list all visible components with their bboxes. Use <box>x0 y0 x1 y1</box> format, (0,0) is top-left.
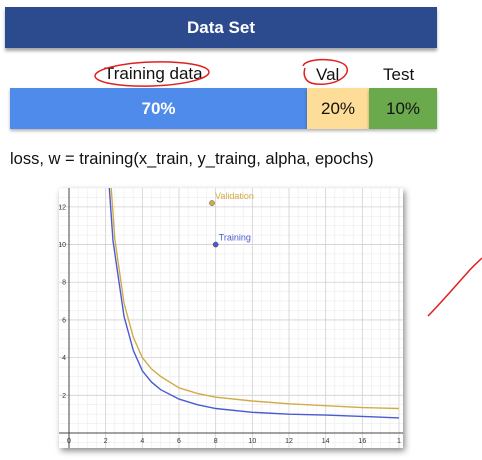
x-tick-label: 8 <box>214 438 218 445</box>
validation-segment: 20% <box>307 88 369 129</box>
x-tick-label: 4 <box>140 438 144 445</box>
chart-series <box>108 188 400 419</box>
y-tick-label: 2 <box>62 393 66 400</box>
x-tick-label: 6 <box>177 438 181 445</box>
training-legend-label: Training <box>219 233 251 243</box>
chart-major-grid <box>59 188 403 448</box>
x-tick-label: 1 <box>397 438 401 445</box>
x-tick-label: 12 <box>285 438 293 445</box>
y-tick-label: 6 <box>62 317 66 324</box>
y-tick-label: 4 <box>62 355 66 362</box>
chart-minor-grid <box>59 188 403 448</box>
val-label: Val <box>316 65 340 84</box>
test-label: Test <box>383 65 415 84</box>
validation-legend-point <box>209 200 215 206</box>
x-tick-label: 10 <box>248 438 256 445</box>
chart-axes <box>59 188 403 448</box>
x-tick-label: 2 <box>104 438 108 445</box>
loss-chart: 2 4 6 8 10 12 14 16 1 2 4 6 8 10 12 0 Validation Trainin… <box>59 188 403 448</box>
training-curve <box>108 188 400 419</box>
validation-curve <box>110 188 400 410</box>
chart-legend: Validation Training <box>209 191 254 248</box>
training-legend-point <box>212 241 219 248</box>
validation-legend-label: Validation <box>215 191 254 201</box>
y-tick-label: 12 <box>59 204 66 211</box>
pen-stroke <box>427 257 482 317</box>
x-tick-label: 14 <box>322 438 330 445</box>
test-percent: 10% <box>385 98 421 118</box>
training-code-line: loss, w = training(x_train, y_traing, al… <box>10 150 374 168</box>
x-tick-label: 16 <box>358 438 366 445</box>
training-segment: 70% <box>10 88 307 129</box>
training-data-label: Training data <box>104 64 203 83</box>
y-tick-label: 10 <box>59 242 66 249</box>
training-percent: 70% <box>141 98 176 118</box>
y-tick-label: 8 <box>62 280 66 287</box>
origin-label: 0 <box>67 438 71 445</box>
data-set-title: Data Set <box>186 17 256 37</box>
data-set-header: Data Set <box>5 7 437 48</box>
validation-percent: 20% <box>320 98 356 118</box>
test-segment: 10% <box>369 88 437 129</box>
